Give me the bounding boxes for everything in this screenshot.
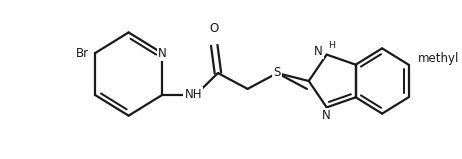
Text: NH: NH bbox=[184, 88, 202, 101]
Text: H: H bbox=[328, 41, 335, 50]
Text: methyl: methyl bbox=[418, 52, 460, 65]
Text: N: N bbox=[322, 109, 331, 122]
Text: O: O bbox=[210, 22, 219, 35]
Text: Br: Br bbox=[76, 47, 89, 60]
Text: S: S bbox=[274, 66, 281, 79]
Text: N: N bbox=[314, 45, 323, 58]
Text: N: N bbox=[158, 47, 167, 60]
